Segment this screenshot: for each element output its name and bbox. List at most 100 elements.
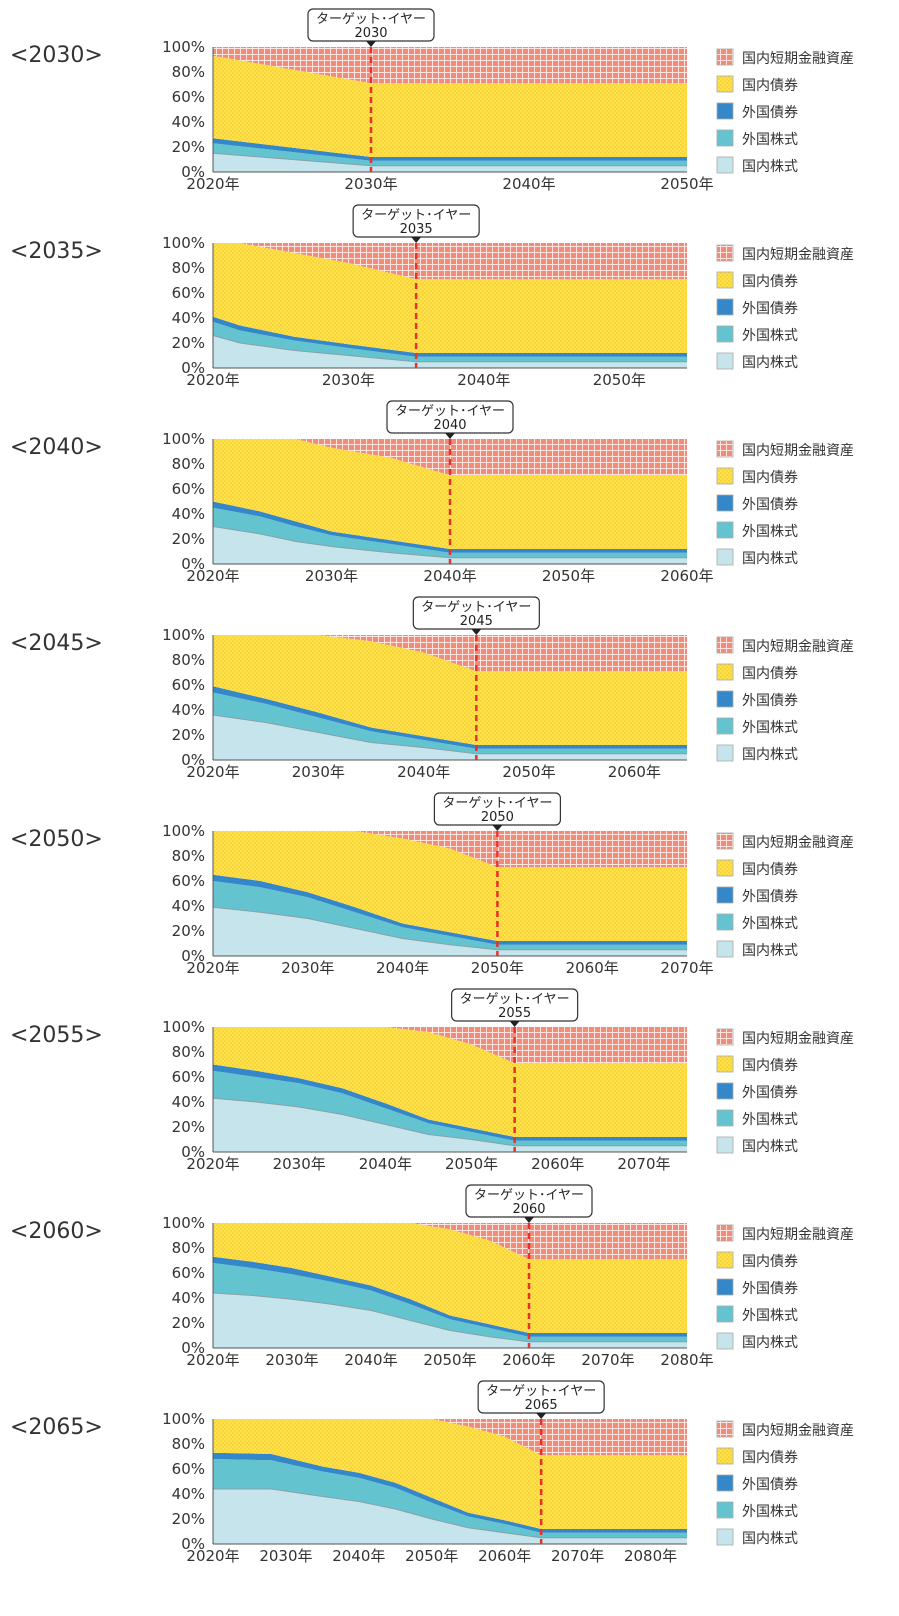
target-callout-pointer — [492, 825, 503, 831]
x-tick-label: 2030年 — [344, 175, 397, 193]
legend-label-domestic-bond: 国内債券 — [742, 862, 798, 878]
x-tick-label: 2020年 — [186, 1155, 239, 1173]
legend-label-foreign-equity: 外国株式 — [742, 524, 798, 540]
y-tick-label: 60% — [172, 480, 205, 498]
panel-label: <2030> — [10, 43, 103, 68]
x-tick-label: 2060年 — [531, 1155, 584, 1173]
x-tick-label: 2030年 — [305, 567, 358, 585]
target-callout-year: 2030 — [354, 26, 387, 41]
panel-label: <2060> — [10, 1219, 103, 1244]
y-tick-label: 40% — [172, 1093, 205, 1111]
legend-label-domestic-bond: 国内債券 — [742, 1450, 798, 1466]
target-callout-label: ターゲット･イヤー — [316, 12, 426, 27]
legend-swatch-short-term — [716, 244, 734, 262]
y-tick-label: 20% — [172, 922, 205, 940]
legend-swatch-short-term — [716, 1028, 734, 1046]
y-tick-label: 60% — [172, 1068, 205, 1086]
target-callout-year: 2040 — [433, 418, 466, 433]
x-tick-label: 2050年 — [593, 371, 646, 389]
x-tick-label: 2040年 — [344, 1351, 397, 1369]
x-tick-label: 2020年 — [186, 371, 239, 389]
y-tick-label: 40% — [172, 113, 205, 131]
y-tick-label: 80% — [172, 259, 205, 277]
y-tick-label: 20% — [172, 1510, 205, 1528]
x-tick-label: 2060年 — [566, 959, 619, 977]
area-foreign-bond — [213, 138, 687, 161]
y-tick-label: 100% — [162, 1018, 205, 1036]
legend-swatch-foreign-equity — [716, 717, 734, 735]
legend-label-foreign-bond: 外国債券 — [742, 1085, 798, 1101]
x-tick-label: 2030年 — [281, 959, 334, 977]
y-tick-label: 20% — [172, 530, 205, 548]
legend-swatch-foreign-equity — [716, 325, 734, 343]
y-tick-label: 0% — [181, 1143, 205, 1161]
area-domestic-bond — [213, 55, 687, 157]
area-short-term — [213, 47, 687, 84]
y-tick-label: 100% — [162, 1214, 205, 1232]
legend-label-domestic-equity: 国内株式 — [742, 355, 798, 371]
y-tick-label: 60% — [172, 88, 205, 106]
legend-swatch-foreign-bond — [716, 1082, 734, 1100]
area-domestic-equity — [213, 153, 687, 172]
domestic-equity-edge — [212, 152, 687, 167]
legend-label-short-term: 国内短期金融資産 — [742, 1031, 854, 1047]
y-tick-label: 100% — [162, 430, 205, 448]
legend-swatch-domestic-equity — [716, 1136, 734, 1154]
legend-label-domestic-bond: 国内債券 — [742, 78, 798, 94]
x-tick-label: 2020年 — [186, 1351, 239, 1369]
target-callout-label: ターゲット･イヤー — [442, 796, 552, 811]
y-tick-label: 80% — [172, 455, 205, 473]
legend-swatch-domestic-bond — [716, 1447, 734, 1465]
x-tick-label: 2050年 — [502, 763, 555, 781]
target-callout-label: ターゲット･イヤー — [474, 1188, 584, 1203]
y-tick-label: 40% — [172, 897, 205, 915]
target-callout-label: ターゲット･イヤー — [486, 1384, 596, 1399]
chart-panel-2065: <2065> 0% 20% 40% 60% 80% 100% 2020年 2030年 2040年 2… — [10, 1380, 854, 1565]
y-tick-label: 0% — [181, 947, 205, 965]
x-tick-label: 2080年 — [660, 1351, 713, 1369]
legend-swatch-foreign-bond — [716, 298, 734, 316]
legend-label-foreign-equity: 外国株式 — [742, 1308, 798, 1324]
chart-panel-2040: <2040> 0% 20% 40% 60% 80% 100% 2020年 2030年 2040年 2… — [10, 400, 854, 585]
target-callout-year: 2050 — [481, 810, 514, 825]
area-short-term — [213, 1419, 687, 1456]
legend-label-short-term: 国内短期金融資産 — [742, 247, 854, 263]
legend-label-domestic-bond: 国内債券 — [742, 1058, 798, 1074]
panel-label: <2065> — [10, 1415, 103, 1440]
y-tick-label: 40% — [172, 309, 205, 327]
legend-swatch-domestic-equity — [716, 352, 734, 370]
panel-label: <2040> — [10, 435, 103, 460]
y-tick-label: 40% — [172, 701, 205, 719]
x-tick-label: 2070年 — [660, 959, 713, 977]
area-foreign-bond — [213, 1452, 687, 1533]
legend-swatch-short-term — [716, 636, 734, 654]
legend-swatch-short-term — [716, 440, 734, 458]
legend-swatch-foreign-equity — [716, 521, 734, 539]
y-tick-label: 100% — [162, 822, 205, 840]
legend-swatch-foreign-equity — [716, 1305, 734, 1323]
y-tick-label: 20% — [172, 334, 205, 352]
target-callout-year: 2045 — [460, 614, 493, 629]
x-tick-label: 2030年 — [322, 371, 375, 389]
legend-swatch-domestic-equity — [716, 1332, 734, 1350]
area-foreign-equity — [213, 143, 687, 166]
legend-swatch-foreign-bond — [716, 690, 734, 708]
legend-swatch-domestic-bond — [716, 75, 734, 93]
area-foreign-equity — [213, 1459, 687, 1538]
x-tick-label: 2040年 — [359, 1155, 412, 1173]
target-callout-label: ターゲット･イヤー — [421, 600, 531, 615]
x-tick-label: 2020年 — [186, 763, 239, 781]
x-tick-label: 2070年 — [551, 1547, 604, 1565]
x-tick-label: 2060年 — [478, 1547, 531, 1565]
legend-label-foreign-equity: 外国株式 — [742, 1112, 798, 1128]
y-tick-label: 80% — [172, 63, 205, 81]
x-tick-label: 2050年 — [445, 1155, 498, 1173]
legend-swatch-foreign-bond — [716, 1278, 734, 1296]
y-tick-label: 80% — [172, 1239, 205, 1257]
legend-swatch-foreign-equity — [716, 1109, 734, 1127]
chart-panel-2050: <2050> 0% 20% 40% 60% 80% 100% 2020年 2030年 2040年 2… — [10, 792, 854, 977]
area-domestic-equity — [213, 715, 687, 760]
area-domestic-bond — [213, 1223, 687, 1333]
legend-swatch-domestic-bond — [716, 1251, 734, 1269]
